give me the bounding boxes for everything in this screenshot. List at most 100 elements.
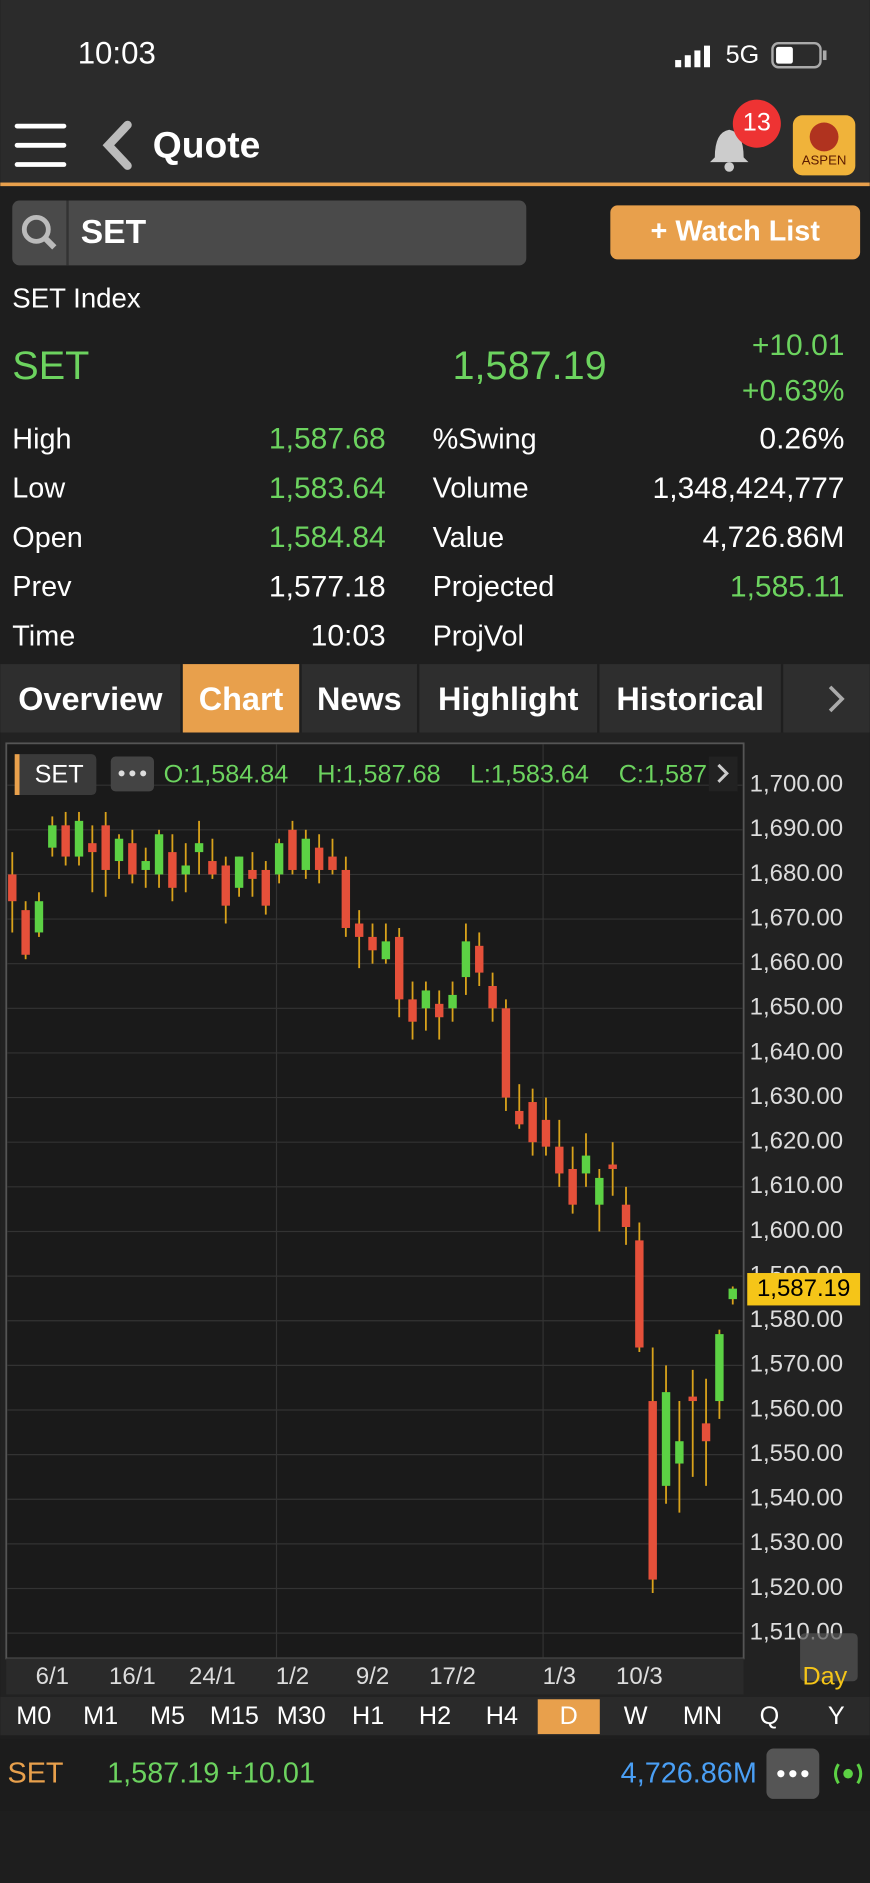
tab[interactable]: Overview — [18, 681, 163, 717]
footer — [0, 1738, 870, 1811]
candle-body — [501, 1008, 511, 1098]
interval[interactable]: W — [624, 1702, 648, 1730]
tab[interactable]: Historical — [616, 681, 764, 717]
candle — [568, 1146, 577, 1214]
interval[interactable]: H4 — [486, 1702, 518, 1730]
menu-button[interactable] — [14, 123, 67, 167]
y-tick-label: 1,530.00 — [750, 1529, 843, 1556]
candle-body — [21, 910, 30, 955]
candle-body — [688, 1396, 697, 1402]
interval[interactable]: M0 — [16, 1702, 51, 1730]
candle-body — [568, 1168, 577, 1205]
interval[interactable]: H1 — [352, 1702, 384, 1730]
candle-body — [661, 1392, 671, 1486]
tab[interactable]: Chart — [199, 681, 284, 717]
candle-body — [461, 941, 471, 978]
stat-label: Value — [433, 522, 505, 554]
symbol-tag-accent — [14, 754, 20, 795]
stat-value: 4,726.86M — [703, 521, 845, 554]
x-tick-label: 16/1 — [109, 1663, 156, 1690]
fullscreen-button[interactable] — [800, 1633, 858, 1682]
interval[interactable]: H2 — [419, 1702, 451, 1730]
candle — [555, 1119, 564, 1187]
search-box[interactable] — [12, 200, 527, 266]
x-axis-band — [6, 1658, 744, 1695]
back-button[interactable] — [102, 120, 132, 170]
interval[interactable]: MN — [683, 1702, 722, 1730]
ohlc-more[interactable] — [708, 756, 738, 792]
interval-active — [537, 1699, 600, 1735]
stats: High 1,587.68 Low 1,583.64 Open 1,584.84 Prev 1… — [12, 423, 844, 653]
y-tick-label: 1,550.00 — [750, 1440, 843, 1467]
y-tick-label: 1,620.00 — [750, 1128, 843, 1155]
footer-change: +10.01 — [226, 1758, 315, 1790]
candle-body — [621, 1204, 631, 1228]
y-tick-label: 1,560.00 — [750, 1395, 843, 1422]
candle-body — [208, 861, 217, 875]
plot-area — [5, 742, 745, 1660]
candle — [541, 1097, 551, 1156]
battery-icon — [771, 42, 827, 69]
candle-body — [154, 834, 164, 875]
candle — [435, 990, 444, 1040]
candle-body — [88, 843, 97, 853]
candle — [248, 852, 257, 897]
candle — [635, 1222, 644, 1352]
candle-body — [515, 1110, 524, 1125]
candle — [515, 1084, 524, 1129]
interval[interactable]: M5 — [150, 1702, 185, 1730]
tab[interactable]: Highlight — [438, 681, 579, 717]
candle — [261, 861, 270, 915]
candle — [621, 1186, 631, 1245]
candle — [234, 856, 244, 897]
tab[interactable]: News — [317, 681, 402, 717]
intervals: M0 M1 M5 M15 M30 H1 H2 H4 D W MN Q Y — [16, 1699, 845, 1735]
candle — [528, 1088, 537, 1156]
y-tick-label: 1,680.00 — [750, 860, 843, 887]
y-tick-label: 1,690.00 — [750, 815, 843, 842]
candle-body — [381, 941, 391, 960]
candle — [354, 910, 364, 969]
network: 5G — [726, 41, 760, 69]
interval[interactable]: M1 — [83, 1702, 118, 1730]
candle — [328, 838, 337, 875]
candle-body — [221, 865, 230, 906]
stat-label: %Swing — [433, 423, 537, 455]
quote-symbol: SET — [12, 344, 89, 388]
interval[interactable]: M30 — [277, 1702, 326, 1730]
y-tick-label: 1,520.00 — [750, 1574, 843, 1601]
badge: 13 — [743, 108, 771, 136]
candle — [61, 811, 70, 866]
stat-value: 1,584.84 — [269, 521, 386, 554]
y-tick-label: 1,610.00 — [750, 1172, 843, 1199]
interval[interactable]: D — [560, 1702, 578, 1730]
candle — [221, 856, 230, 924]
tab-active — [182, 664, 300, 733]
candle — [648, 1347, 657, 1593]
last-price-tag — [747, 1273, 861, 1306]
logo[interactable]: ASPEN — [792, 115, 856, 176]
symbol-tag[interactable] — [14, 754, 97, 795]
candle-body — [261, 869, 270, 906]
y-tick-label: 1,660.00 — [750, 949, 843, 976]
search-query[interactable]: SET — [81, 214, 147, 251]
candle-body — [421, 990, 431, 1009]
search-icon — [21, 214, 57, 250]
interval[interactable]: Y — [828, 1702, 845, 1730]
status-time: 10:03 — [78, 35, 156, 70]
x-tick-label: 1/3 — [543, 1663, 576, 1690]
tab-more[interactable] — [828, 685, 845, 713]
candle-body — [101, 825, 110, 870]
candle — [128, 829, 137, 884]
interval[interactable]: M15 — [210, 1702, 259, 1730]
watch-list-button[interactable] — [610, 205, 861, 260]
candle — [408, 981, 417, 1040]
candle-body — [541, 1119, 551, 1147]
dots — [777, 1770, 809, 1778]
tabs: Overview Chart News Highlight Historical — [18, 664, 784, 733]
watch-list-label[interactable]: + Watch List — [651, 216, 821, 248]
candle — [21, 901, 30, 960]
notification-button[interactable]: 13 — [710, 99, 781, 172]
candle — [381, 923, 391, 964]
interval[interactable]: Q — [760, 1702, 780, 1730]
